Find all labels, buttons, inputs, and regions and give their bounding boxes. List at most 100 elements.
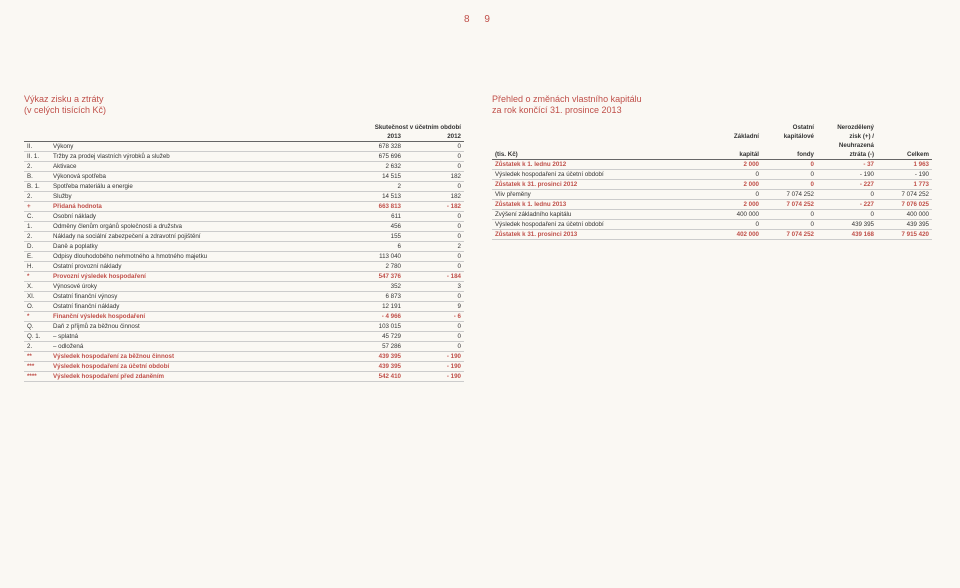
row-label: Výsledek hospodaření před zdaněním — [50, 371, 344, 381]
table-row: H.Ostatní provozní náklady2 7800 — [24, 261, 464, 271]
table-row: 2.Služby14 513182 — [24, 191, 464, 201]
row-value-0: 2 000 — [707, 179, 762, 189]
row-index: * — [24, 311, 50, 321]
row-label: – splatná — [50, 331, 344, 341]
row-value-0: 0 — [707, 189, 762, 199]
row-index: 2. — [24, 161, 50, 171]
row-value-a: 155 — [344, 231, 404, 241]
row-value-a: 352 — [344, 281, 404, 291]
row-index: C. — [24, 211, 50, 221]
row-value-2: 0 — [817, 189, 877, 199]
row-label: Zůstatek k 1. lednu 2012 — [492, 159, 707, 169]
row-value-a: 456 — [344, 221, 404, 231]
table-row: Zůstatek k 1. lednu 20122 0000- 371 963 — [492, 159, 932, 169]
table-row: C.Osobní náklady6110 — [24, 211, 464, 221]
row-label: Ostatní provozní náklady — [50, 261, 344, 271]
row-value-b: 0 — [404, 161, 464, 171]
row-value-b: 9 — [404, 301, 464, 311]
row-index: O. — [24, 301, 50, 311]
row-value-a: 678 328 — [344, 141, 404, 151]
row-label: Náklady na sociální zabezpečení a zdravo… — [50, 231, 344, 241]
row-value-a: 113 040 — [344, 251, 404, 261]
row-value-3: - 190 — [877, 169, 932, 179]
row-label: Daně a poplatky — [50, 241, 344, 251]
row-label: Odpisy dlouhodobého nehmotného a hmotnéh… — [50, 251, 344, 261]
row-value-3: 1 963 — [877, 159, 932, 169]
row-value-2: - 37 — [817, 159, 877, 169]
row-value-1: 0 — [762, 159, 817, 169]
row-value-b: 182 — [404, 191, 464, 201]
row-label: Daň z příjmů za běžnou činnost — [50, 321, 344, 331]
row-value-a: 611 — [344, 211, 404, 221]
row-value-a: 2 780 — [344, 261, 404, 271]
row-value-b: 0 — [404, 211, 464, 221]
row-value-b: 0 — [404, 141, 464, 151]
row-value-0: 402 000 — [707, 229, 762, 239]
table-row: Výsledek hospodaření za účetní období004… — [492, 219, 932, 229]
row-value-b: 0 — [404, 231, 464, 241]
row-value-1: 0 — [762, 179, 817, 189]
row-value-a: 45 729 — [344, 331, 404, 341]
table-row: E.Odpisy dlouhodobého nehmotného a hmotn… — [24, 251, 464, 261]
row-value-3: 7 915 420 — [877, 229, 932, 239]
row-value-a: 14 513 — [344, 191, 404, 201]
row-label: – odložená — [50, 341, 344, 351]
row-value-b: 0 — [404, 151, 464, 161]
profit-loss-title: Výkaz zisku a ztráty (v celých tisících … — [24, 94, 464, 117]
table-row: *Provozní výsledek hospodaření547 376- 1… — [24, 271, 464, 281]
row-label: Finanční výsledek hospodaření — [50, 311, 344, 321]
row-value-2: - 227 — [817, 199, 877, 209]
row-index: Q. 1. — [24, 331, 50, 341]
row-value-b: 0 — [404, 221, 464, 231]
row-label: Zůstatek k 31. prosinci 2012 — [492, 179, 707, 189]
row-value-1: 0 — [762, 209, 817, 219]
row-label: Výsledek hospodaření za běžnou činnost — [50, 351, 344, 361]
period-header: Skutečnost v účetním období — [344, 123, 464, 132]
row-value-3: 7 074 252 — [877, 189, 932, 199]
table-row: 2.– odložená57 2860 — [24, 341, 464, 351]
row-index: + — [24, 201, 50, 211]
equity-changes-title: Přehled o změnách vlastního kapitálu za … — [492, 94, 932, 117]
row-value-2: 0 — [817, 209, 877, 219]
row-label: Provozní výsledek hospodaření — [50, 271, 344, 281]
table-row: Q. 1.– splatná45 7290 — [24, 331, 464, 341]
row-value-a: - 4 966 — [344, 311, 404, 321]
row-value-0: 2 000 — [707, 159, 762, 169]
row-label: Osobní náklady — [50, 211, 344, 221]
table-row: X.Výnosové úroky3523 — [24, 281, 464, 291]
table-row: ***Výsledek hospodaření za účetní období… — [24, 361, 464, 371]
row-value-2: - 190 — [817, 169, 877, 179]
row-label: Služby — [50, 191, 344, 201]
row-value-1: 0 — [762, 169, 817, 179]
table-row: Vliv přeměny07 074 25207 074 252 — [492, 189, 932, 199]
row-value-b: - 184 — [404, 271, 464, 281]
row-value-b: 0 — [404, 331, 464, 341]
row-index: * — [24, 271, 50, 281]
table-row: 2.Náklady na sociální zabezpečení a zdra… — [24, 231, 464, 241]
table-row: Výsledek hospodaření za účetní období00-… — [492, 169, 932, 179]
row-label: Vliv přeměny — [492, 189, 707, 199]
row-label: Výnosové úroky — [50, 281, 344, 291]
row-value-b: - 190 — [404, 351, 464, 361]
row-value-1: 0 — [762, 219, 817, 229]
row-value-0: 0 — [707, 219, 762, 229]
row-value-b: 182 — [404, 171, 464, 181]
row-value-b: 2 — [404, 241, 464, 251]
table-row: *Finanční výsledek hospodaření- 4 966- 6 — [24, 311, 464, 321]
row-index: H. — [24, 261, 50, 271]
row-value-3: 7 076 025 — [877, 199, 932, 209]
row-index: 2. — [24, 191, 50, 201]
page-numbers: 8 9 — [0, 14, 960, 25]
row-value-a: 57 286 — [344, 341, 404, 351]
row-value-b: - 190 — [404, 371, 464, 381]
row-label: Výkonová spotřeba — [50, 171, 344, 181]
row-value-a: 675 696 — [344, 151, 404, 161]
row-value-b: 0 — [404, 291, 464, 301]
row-index: B. 1. — [24, 181, 50, 191]
row-label: Ostatní finanční výnosy — [50, 291, 344, 301]
row-index: Q. — [24, 321, 50, 331]
equity-changes-section: Přehled o změnách vlastního kapitálu za … — [492, 94, 932, 240]
row-value-a: 547 376 — [344, 271, 404, 281]
row-index: II. 1. — [24, 151, 50, 161]
row-label: Výsledek hospodaření za účetní období — [492, 219, 707, 229]
